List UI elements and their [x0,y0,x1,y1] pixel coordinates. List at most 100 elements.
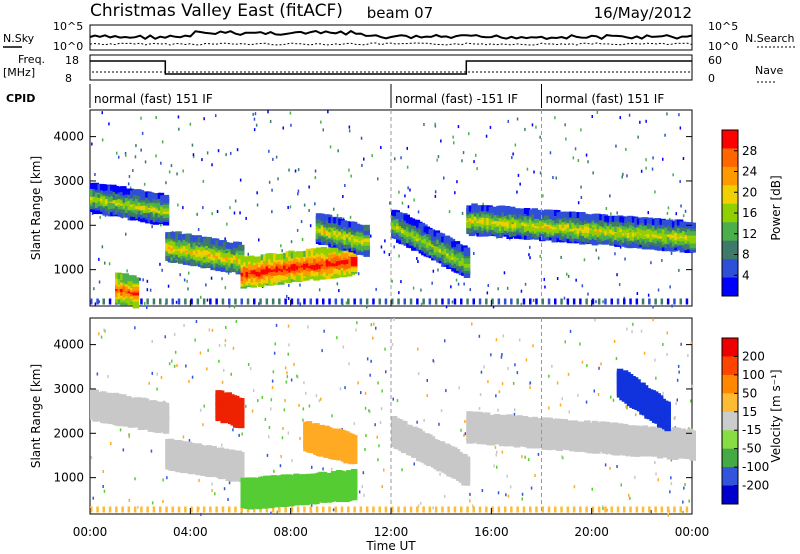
ground-scatter-cell [503,506,507,513]
scatter-cell [532,344,534,348]
ground-scatter-cell [529,298,532,305]
ground-scatter-cell [610,506,613,513]
scatter-cell [613,339,616,343]
scatter-cell [289,111,292,115]
scatter-cell [308,404,311,408]
ground-scatter-cell [416,506,419,513]
scatter-cell [148,381,150,385]
scatter-cell [412,286,415,290]
scatter-cell [268,435,270,439]
scatter-cell [299,302,302,306]
scatter-cell [297,189,300,193]
scatter-cell [303,381,305,385]
scatter-cell [572,156,575,160]
scatter-cell [626,406,628,410]
scatter-cell [574,147,577,151]
ground-scatter-cell [296,298,300,305]
scatter-cell [364,406,367,410]
scatter-cell [684,209,687,213]
scatter-cell [580,128,582,132]
ground-scatter-cell [334,506,338,513]
scatter-cell [476,167,478,171]
scatter-cell [593,389,595,393]
scatter-cell [568,410,570,414]
ground-scatter-cell [560,506,563,513]
scatter-cell [144,301,146,305]
scatter-cell [472,504,474,508]
scatter-cell [350,174,352,178]
scatter-cell [198,478,200,482]
scatter-cell [236,148,239,152]
scatter-cell [101,245,104,249]
scatter-cell [622,172,624,176]
scatter-cell [619,116,621,120]
scatter-cell [280,244,282,248]
scatter-cell [173,364,176,368]
scatter-cell [670,482,673,486]
scatter-cell [661,259,663,262]
scatter-cell [318,288,321,292]
scatter-cell [253,128,256,132]
scatter-cell [652,318,654,322]
scatter-cell [307,325,309,329]
scatter-cell [286,294,288,298]
scatter-cell [287,206,289,209]
scatter-cell [471,322,473,326]
scatter-cell [150,449,153,453]
scatter-cell [226,222,228,226]
echo-cell [350,254,358,261]
scatter-cell [227,271,230,275]
ground-scatter-cell [340,506,344,513]
scatter-cell [254,112,257,116]
scatter-cell [514,363,516,367]
scatter-cell [615,144,617,148]
ground-scatter-cell [378,298,381,305]
scatter-cell [521,492,524,496]
scatter-cell [645,119,647,123]
scatter-cell [389,201,391,205]
colorbar-swatch [722,222,738,242]
scatter-cell [443,176,445,180]
ground-scatter-cell [554,298,557,305]
scatter-cell [294,169,297,173]
nave-tick-bottom: 0 [708,72,715,85]
scatter-cell [383,250,386,254]
scatter-cell [554,116,556,120]
scatter-cell [373,322,375,326]
scatter-cell [469,492,471,496]
scatter-cell [185,364,187,368]
scatter-cell [127,182,130,186]
echo-cell [162,202,170,209]
ground-scatter-cell [240,298,243,305]
scatter-cell [314,202,316,206]
ground-scatter-cell [478,506,482,513]
scatter-cell [192,153,195,157]
scatter-cell [308,209,310,212]
scatter-cell [128,435,130,439]
scatter-cell [361,485,364,489]
scatter-cell [398,254,400,258]
scatter-cell [565,137,567,141]
y-tick-label: 3000 [53,174,84,188]
ground-scatter-cell [246,298,250,305]
scatter-cell [530,486,533,490]
scatter-cell [691,384,694,388]
scatter-cell [655,376,657,380]
ground-scatter-cell [403,298,406,305]
scatter-cell [196,212,198,216]
ground-scatter-cell [284,298,287,305]
scatter-cell [322,128,324,132]
scatter-cell [461,159,463,163]
scatter-cell [457,125,460,129]
scatter-cell [208,328,210,332]
scatter-cell [666,211,669,215]
ground-scatter-cell [378,506,381,513]
scatter-cell [634,413,637,417]
scatter-cell [162,478,164,482]
scatter-cell [464,420,466,423]
nsky-tick-top: 10^5 [53,20,83,33]
freq-label: Freq. [18,53,45,66]
scatter-cell [675,212,677,216]
scatter-cell [406,165,409,169]
